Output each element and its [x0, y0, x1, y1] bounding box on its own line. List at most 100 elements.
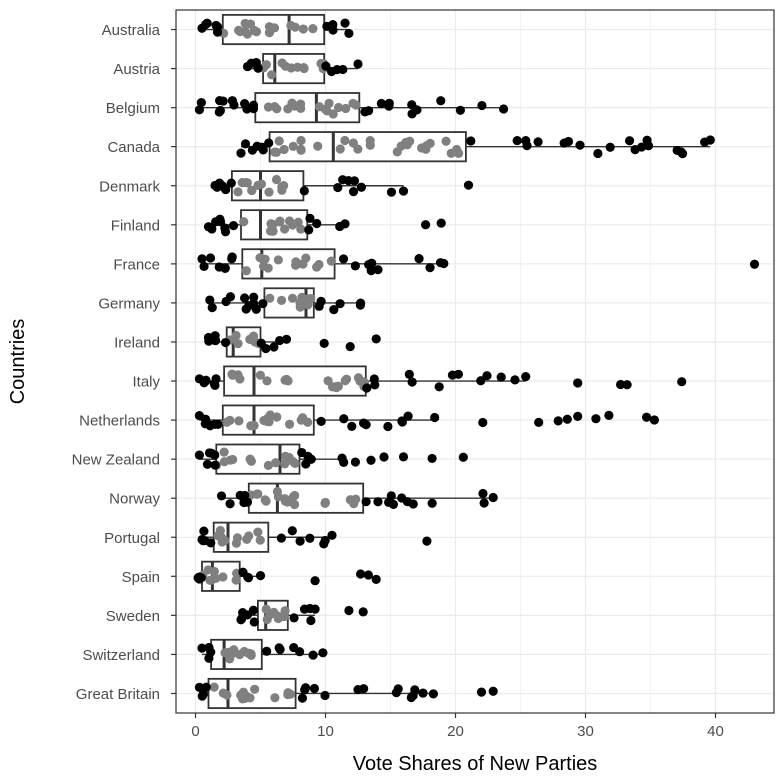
point-inner-canada: [348, 138, 358, 148]
point-lower-great-britain: [198, 689, 208, 699]
point-inner-belgium: [283, 104, 293, 114]
point-lower-portugal: [206, 538, 216, 548]
outlier-point-great-britain: [406, 692, 416, 703]
point-inner-italy: [227, 369, 237, 379]
point-upper-great-britain: [410, 685, 420, 695]
point-upper-denmark: [398, 186, 409, 196]
point-inner-finland: [239, 217, 249, 227]
y-tick-label: Denmark: [99, 178, 160, 195]
point-lower-canada: [236, 148, 246, 158]
point-lower-netherlands: [205, 420, 215, 430]
point-lower-norway: [242, 497, 253, 507]
point-lower-belgium: [194, 105, 204, 115]
point-inner-denmark: [277, 182, 287, 192]
axes: 0 10 20 30 40 Australia Austria Belgium Canada De…: [72, 22, 724, 740]
outlier-point-ireland: [371, 334, 381, 344]
point-inner-netherlands: [249, 420, 259, 431]
point-inner-netherlands: [234, 416, 244, 426]
point-upper-canada: [624, 136, 635, 146]
point-inner-netherlands: [297, 413, 308, 423]
point-upper-canada: [637, 142, 647, 152]
point-upper-new-zealand: [303, 451, 313, 461]
point-upper-italy: [521, 372, 531, 382]
outlier-point-great-britain: [353, 684, 363, 695]
point-upper-denmark: [356, 182, 367, 192]
point-inner-canada: [401, 137, 411, 147]
point-upper-austria: [353, 59, 363, 69]
point-upper-portugal: [287, 526, 297, 536]
y-tick-label: Finland: [111, 217, 160, 234]
outlier-point-finland: [421, 220, 431, 230]
point-upper-france: [338, 254, 349, 264]
point-upper-netherlands: [339, 414, 349, 424]
outlier-point-netherlands: [562, 414, 572, 424]
point-upper-france: [366, 265, 376, 276]
point-inner-portugal: [242, 534, 252, 544]
point-inner-switzerland: [220, 648, 230, 658]
y-tick-label: France: [113, 256, 160, 273]
point-lower-switzerland: [197, 643, 207, 653]
point-inner-canada: [296, 144, 306, 154]
point-inner-norway: [272, 486, 282, 497]
point-lower-canada: [258, 145, 268, 155]
point-inner-belgium: [263, 102, 274, 112]
point-inner-austria: [280, 61, 291, 71]
point-lower-ireland: [203, 332, 214, 343]
point-inner-italy: [283, 376, 293, 386]
outlier-point-canada: [522, 141, 532, 151]
point-lower-new-zealand: [210, 460, 220, 470]
y-tick-label: Norway: [109, 491, 160, 508]
point-inner-netherlands: [225, 415, 235, 425]
point-upper-great-britain: [393, 684, 403, 694]
point-upper-belgium: [477, 100, 487, 111]
point-inner-new-zealand: [245, 454, 255, 464]
point-inner-france: [326, 256, 336, 266]
outlier-point-portugal: [422, 536, 432, 546]
point-lower-belgium: [215, 96, 225, 106]
point-upper-denmark: [333, 182, 343, 193]
point-upper-canada: [466, 136, 476, 146]
point-inner-belgium: [296, 103, 306, 113]
point-lower-denmark: [226, 178, 236, 188]
point-upper-italy: [404, 369, 414, 379]
point-upper-norway: [478, 488, 488, 499]
outlier-point-great-britain: [418, 688, 428, 698]
point-lower-germany: [258, 299, 268, 309]
point-upper-switzerland: [274, 643, 284, 653]
point-lower-austria: [251, 57, 261, 68]
point-upper-canada: [533, 137, 543, 147]
point-inner-australia: [251, 27, 262, 37]
point-upper-germany: [356, 298, 366, 308]
point-upper-denmark: [299, 186, 309, 196]
point-inner-france: [258, 261, 269, 271]
outlier-point-netherlands: [534, 417, 544, 427]
point-upper-france: [373, 265, 383, 275]
data-points: [193, 18, 760, 704]
point-inner-norway: [289, 499, 300, 510]
outlier-point-new-zealand: [350, 457, 360, 467]
point-inner-australia: [286, 20, 296, 31]
point-inner-france: [312, 262, 322, 272]
point-inner-switzerland: [246, 650, 256, 660]
y-tick-label: Switzerland: [82, 647, 160, 664]
point-inner-norway: [253, 489, 263, 499]
y-tick-label: Germany: [98, 295, 160, 312]
point-lower-germany: [251, 304, 261, 314]
point-upper-netherlands: [403, 411, 413, 421]
outlier-point-new-zealand: [379, 452, 389, 462]
panel-border: [175, 9, 775, 714]
point-inner-canada: [446, 148, 456, 158]
point-upper-germany: [316, 296, 326, 306]
point-upper-portugal: [276, 533, 286, 543]
point-upper-germany: [335, 299, 345, 309]
point-inner-ireland: [231, 330, 241, 341]
point-upper-canada: [559, 138, 569, 148]
point-inner-germany: [287, 293, 298, 303]
point-inner-sweden: [273, 611, 283, 621]
point-inner-canada: [335, 144, 345, 154]
point-inner-new-zealand: [270, 458, 281, 468]
point-inner-austria: [267, 70, 277, 80]
outlier-point-sweden: [358, 607, 368, 617]
